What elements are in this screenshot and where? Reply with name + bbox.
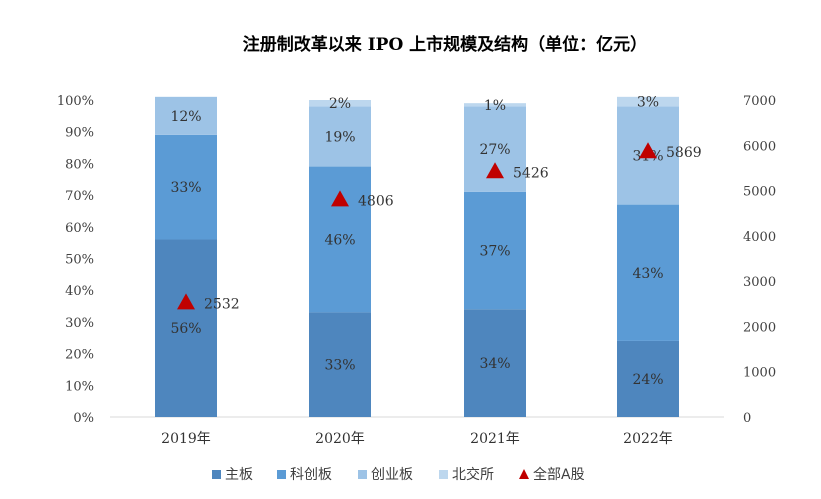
line-point-label: 4806 [358, 193, 394, 209]
bar-segment [464, 103, 526, 107]
left-axis-tick-label: 20% [65, 348, 94, 363]
data-label: 33% [324, 358, 355, 374]
x-tick-label: 2020年 [315, 431, 365, 447]
right-axis-tick-label: 1000 [743, 366, 776, 381]
right-axis-tick-label: 5000 [743, 185, 776, 200]
bar-segment [155, 96, 217, 135]
legend-swatch [277, 470, 286, 479]
data-label: 33% [170, 180, 201, 196]
x-tick-label: 2021年 [470, 431, 520, 447]
chart-title: 注册制改革以来 IPO 上市规模及结构（单位：亿元） [242, 35, 648, 55]
bar-segment [617, 204, 679, 341]
line-point-marker [177, 293, 195, 310]
bar-segment [155, 239, 217, 417]
line-point-label: 2532 [204, 296, 240, 312]
line-point-label: 5869 [666, 145, 702, 161]
line-point-marker [331, 190, 349, 207]
data-label: 2% [329, 96, 351, 112]
right-axis-tick-label: 7000 [743, 94, 776, 109]
bar-segment [464, 191, 526, 310]
data-label: 37% [479, 244, 510, 260]
legend-label: 创业板 [371, 467, 413, 483]
legend-swatch [358, 470, 367, 479]
bar-segment [617, 340, 679, 417]
left-axis-tick-label: 100% [57, 94, 94, 109]
legend-swatch [519, 469, 529, 479]
bar-segment [309, 100, 371, 107]
right-axis-tick-label: 6000 [743, 139, 776, 154]
data-label: 19% [324, 129, 355, 145]
left-axis-tick-label: 40% [65, 284, 94, 299]
data-label: 27% [479, 142, 510, 158]
right-axis-tick-label: 0 [743, 411, 751, 426]
left-axis-tick-label: 90% [65, 126, 94, 141]
legend-label: 北交所 [452, 466, 494, 483]
legend-label: 主板 [225, 467, 253, 483]
bar-segment [309, 312, 371, 417]
data-label: 3% [637, 95, 659, 111]
left-axis-tick-label: 60% [65, 221, 94, 236]
left-axis-tick-label: 70% [65, 189, 94, 204]
x-tick-label: 2022年 [623, 431, 673, 447]
bar-segment [309, 106, 371, 167]
bar-segment [617, 96, 679, 107]
left-axis-tick-label: 0% [73, 411, 94, 426]
legend-swatch [439, 470, 448, 479]
data-label: 43% [632, 266, 663, 282]
left-axis-tick-label: 80% [65, 157, 94, 172]
legend-swatch [212, 470, 221, 479]
line-point-marker [639, 142, 657, 159]
bar-segment [155, 134, 217, 240]
right-axis-tick-label: 3000 [743, 275, 776, 290]
x-tick-label: 2019年 [161, 431, 211, 447]
left-axis-tick-label: 10% [65, 379, 94, 394]
right-axis-tick-label: 2000 [743, 320, 776, 335]
data-label: 34% [479, 356, 510, 372]
line-point-marker [486, 162, 504, 179]
left-axis-tick-label: 30% [65, 316, 94, 331]
legend-label: 科创板 [290, 467, 332, 483]
line-point-label: 5426 [513, 165, 549, 181]
data-label: 12% [170, 109, 201, 125]
bar-segment [464, 309, 526, 417]
legend-label: 全部A股 [533, 466, 585, 483]
data-label: 46% [324, 232, 355, 248]
left-axis-tick-label: 50% [65, 253, 94, 268]
data-label: 1% [484, 98, 506, 114]
data-label: 24% [632, 372, 663, 388]
data-label: 56% [170, 321, 201, 337]
right-axis-tick-label: 4000 [743, 230, 776, 245]
